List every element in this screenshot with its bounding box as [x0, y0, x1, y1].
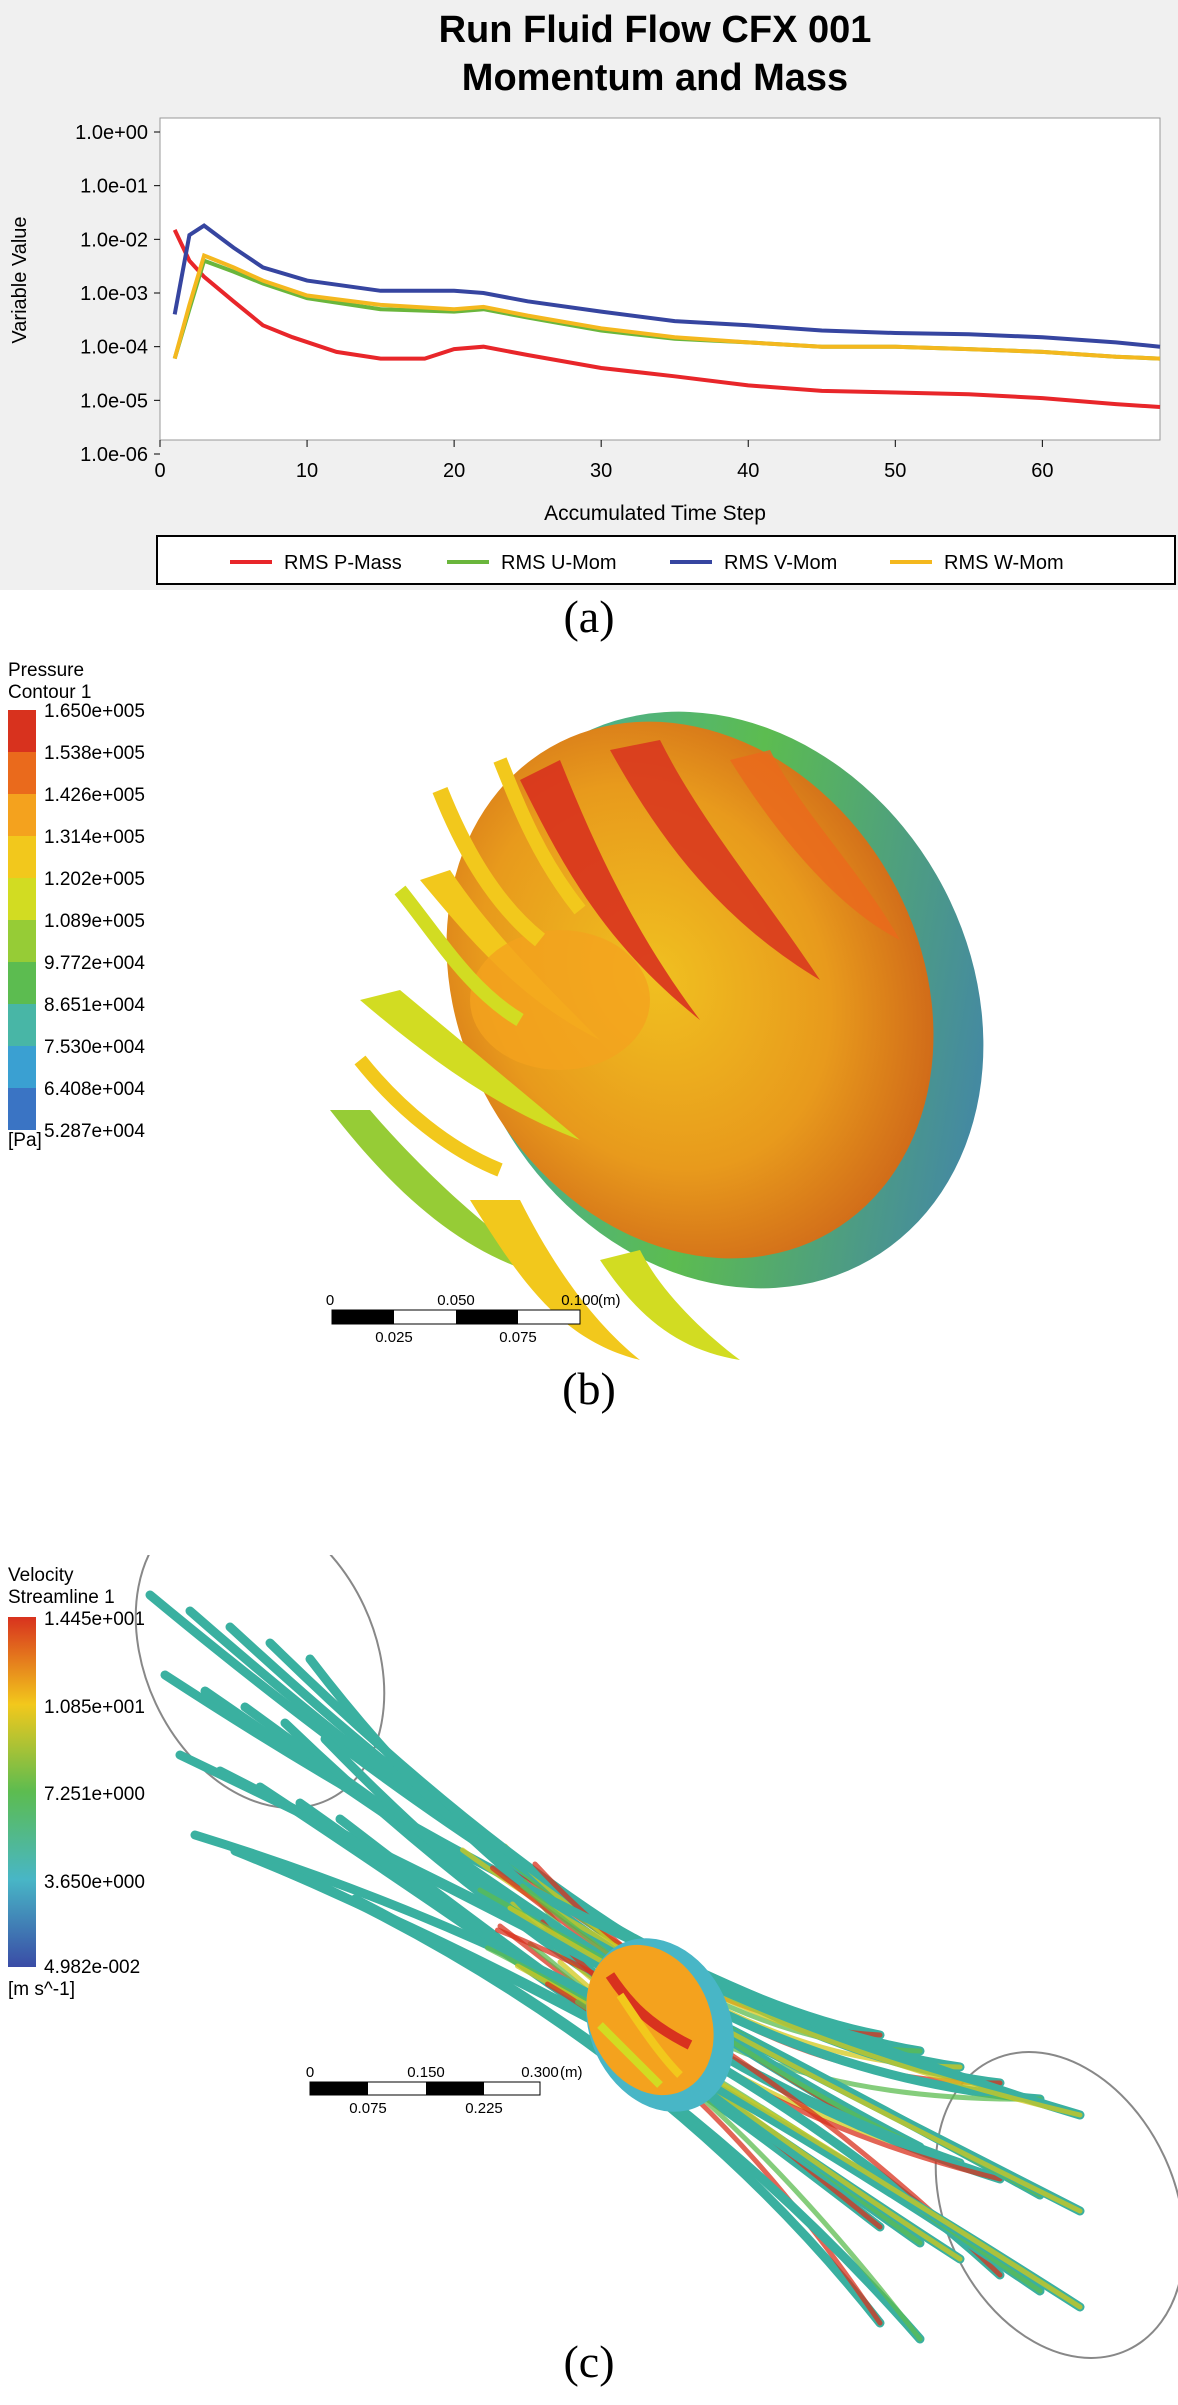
- convergence-chart: Run Fluid Flow CFX 001 Momentum and Mass…: [0, 0, 1178, 590]
- velocity-level-4: 4.982e-002: [44, 1957, 140, 1978]
- velocity-legend-title: Velocity: [8, 1565, 74, 1586]
- impeller-small: [586, 1938, 734, 2112]
- pressure-color-band: [8, 836, 36, 878]
- x-tick-label: 20: [443, 460, 465, 482]
- pressure-color-band: [8, 878, 36, 920]
- streamline: [145, 1590, 885, 2040]
- velocity-level-3: 3.650e+000: [44, 1872, 145, 1893]
- pressure-color-legend: 1.650e+005 1.538e+005 1.426e+005 1.314e+005…: [8, 701, 145, 1142]
- pressure-color-band: [8, 710, 36, 752]
- series-line-rms-w-mom: [172, 252, 1161, 361]
- series-line-rms-v-mom: [172, 223, 1161, 349]
- panel-b: Pressure Contour 1 1.650e+005 1.538e+005 1…: [0, 640, 1178, 1540]
- pressure-color-band: [8, 920, 36, 962]
- y-tick-label: 1.0e+00: [75, 122, 148, 144]
- pressure-level-label: 9.772e+004: [44, 953, 145, 974]
- pressure-legend-subtitle: Contour 1: [8, 682, 91, 703]
- scale-label-0100: 0.100: [561, 1292, 599, 1309]
- pressure-level-label: 1.426e+005: [44, 785, 145, 806]
- legend: RMS P-Mass RMS U-Mom RMS V-Mom RMS W-Mom: [230, 552, 1064, 574]
- pressure-level-label: 1.538e+005: [44, 743, 145, 764]
- x-tick-label: 10: [296, 460, 318, 482]
- impeller-illustration: [330, 711, 984, 1360]
- x-tick-label: 50: [884, 460, 906, 482]
- chart-title: Run Fluid Flow CFX 001: [439, 9, 872, 51]
- x-tick-label: 40: [737, 460, 759, 482]
- scale-label-0075: 0.075: [499, 1329, 537, 1346]
- length-scale-bar-c: 0 0.150 0.300 (m) 0.075 0.225: [306, 2064, 583, 2117]
- velocity-level-2: 7.251e+000: [44, 1784, 145, 1805]
- panel-c: Velocity Streamline 1 1.445e+001 1.085e+…: [0, 1501, 1178, 2400]
- pressure-level-label: 8.651e+004: [44, 995, 145, 1016]
- velocity-color-bar: [8, 1617, 36, 1967]
- pressure-color-band: [8, 1046, 36, 1088]
- scale-label-0025: 0.025: [375, 1329, 413, 1346]
- y-tick-label: 1.0e-06: [80, 444, 148, 466]
- legend-label: RMS V-Mom: [724, 552, 837, 574]
- legend-label: RMS U-Mom: [501, 552, 617, 574]
- x-axis-label: Accumulated Time Step: [544, 502, 766, 525]
- panel-a: Run Fluid Flow CFX 001 Momentum and Mass…: [0, 0, 1178, 642]
- y-tick-label: 1.0e-04: [80, 337, 148, 359]
- scale-c-label-0300: 0.300: [521, 2064, 559, 2081]
- pressure-color-band: [8, 752, 36, 794]
- plot-area: [159, 117, 1161, 441]
- velocity-unit: [m s^-1]: [8, 1979, 75, 2000]
- series-line-rms-p-mass: [172, 229, 1161, 409]
- y-axis-label: Variable Value: [9, 216, 31, 343]
- length-scale-bar-b: 0 0.050 0.100 (m) 0.025 0.075: [326, 1292, 621, 1346]
- legend-label: RMS P-Mass: [284, 552, 402, 574]
- y-axis: 1.0e+00 1.0e-01 1.0e-02 1.0e-03 1.0e-04 1.0e-…: [75, 122, 160, 466]
- x-tick-label: 30: [590, 460, 612, 482]
- pressure-color-band: [8, 1004, 36, 1046]
- scale-c-unit: (m): [560, 2064, 583, 2081]
- y-tick-label: 1.0e-01: [80, 176, 148, 198]
- x-tick-label: 60: [1031, 460, 1053, 482]
- series-lines: [172, 223, 1161, 409]
- y-tick-label: 1.0e-05: [80, 390, 148, 412]
- pressure-color-band: [8, 794, 36, 836]
- streamline-segment: [507, 1905, 1083, 2214]
- velocity-level-1: 1.085e+001: [44, 1697, 145, 1718]
- y-tick-label: 1.0e-03: [80, 283, 148, 305]
- pressure-level-label: 1.650e+005: [44, 701, 145, 722]
- velocity-legend-subtitle: Streamline 1: [8, 1587, 115, 1608]
- x-axis: 0 10 20 30 40 50 60: [154, 440, 1053, 482]
- pressure-legend-title: Pressure: [8, 660, 84, 681]
- legend-label: RMS W-Mom: [944, 552, 1064, 574]
- legend-box: [156, 535, 1176, 585]
- scale-unit: (m): [598, 1292, 621, 1309]
- pressure-unit: [Pa]: [8, 1130, 42, 1151]
- pressure-level-label: 5.287e+004: [44, 1121, 145, 1142]
- pressure-level-label: 1.089e+005: [44, 911, 145, 932]
- x-tick-label: 0: [154, 460, 165, 482]
- pressure-color-band: [8, 962, 36, 1004]
- y-tick-label: 1.0e-02: [80, 229, 148, 251]
- chart-subtitle: Momentum and Mass: [462, 57, 848, 99]
- velocity-level-0: 1.445e+001: [44, 1609, 145, 1630]
- scale-c-label-0225: 0.225: [465, 2100, 503, 2117]
- pressure-level-label: 1.314e+005: [44, 827, 145, 848]
- pressure-level-label: 1.202e+005: [44, 869, 145, 890]
- scale-c-label-0150: 0.150: [407, 2064, 445, 2081]
- caption-a: (a): [563, 591, 615, 642]
- scale-label-0050: 0.050: [437, 1292, 475, 1309]
- pressure-level-label: 7.530e+004: [44, 1037, 145, 1058]
- pressure-color-band: [8, 1088, 36, 1130]
- scale-c-label-0: 0: [306, 2064, 314, 2081]
- pressure-level-label: 6.408e+004: [44, 1079, 145, 1100]
- scale-c-label-0075: 0.075: [349, 2100, 387, 2117]
- caption-b: (b): [562, 1363, 616, 1414]
- scale-label-0: 0: [326, 1292, 334, 1309]
- caption-c: (c): [563, 2336, 615, 2387]
- velocity-streamline-view: Velocity Streamline 1 1.445e+001 1.085e+…: [8, 1501, 1178, 2359]
- pressure-contour-view: Pressure Contour 1 1.650e+0051.538e+0051…: [8, 660, 984, 1360]
